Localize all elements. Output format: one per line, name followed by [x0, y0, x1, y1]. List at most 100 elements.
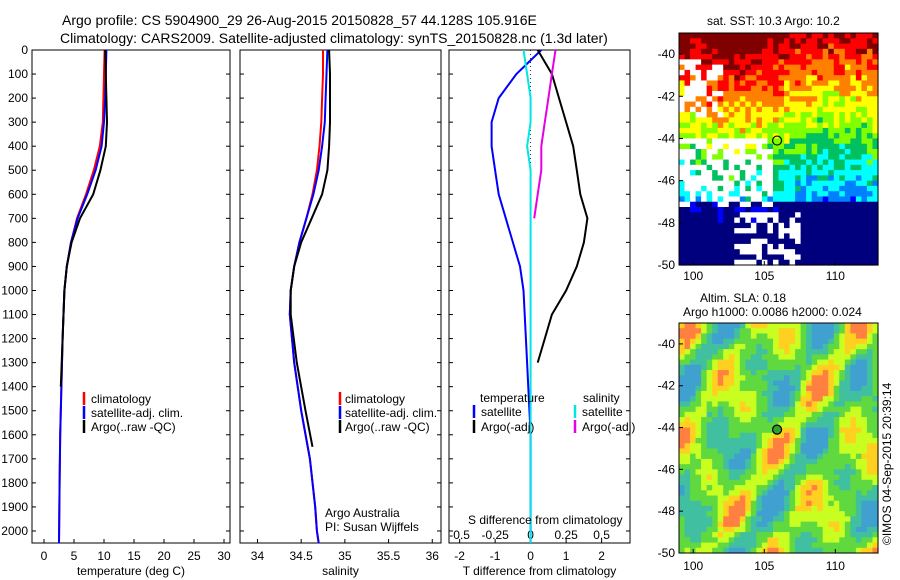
x2-tick-label: 0.5	[593, 528, 610, 542]
map-cell	[739, 479, 746, 486]
map-cell	[784, 537, 791, 544]
map-cell	[855, 54, 863, 60]
map-cell	[712, 69, 719, 76]
map-cell	[822, 500, 829, 507]
map-cell	[761, 212, 769, 219]
map-cell	[789, 537, 796, 544]
map-cell	[789, 390, 796, 397]
map-cell	[828, 385, 835, 392]
map-cell	[750, 422, 757, 429]
map-cell	[750, 511, 757, 518]
map-cell	[855, 438, 863, 444]
map-cell	[750, 75, 757, 82]
map-cell	[795, 222, 802, 229]
map-cell	[767, 43, 774, 50]
map-cell	[861, 80, 868, 87]
map-cell	[822, 69, 829, 76]
map-cell	[756, 443, 763, 450]
map-cell	[695, 537, 702, 544]
map-cell	[750, 364, 757, 371]
map-cell	[861, 175, 868, 182]
map-cell	[767, 238, 774, 245]
map-cell	[800, 238, 807, 245]
map-cell	[822, 443, 829, 450]
map-cell	[811, 432, 818, 439]
map-cell	[767, 438, 774, 444]
map-cell	[778, 495, 785, 502]
map-cell	[833, 443, 840, 450]
map-cell	[872, 396, 879, 403]
map-cell	[734, 370, 741, 376]
map-cell	[706, 547, 713, 554]
map-cell	[872, 138, 879, 145]
map-cell	[855, 170, 863, 176]
map-cell	[684, 432, 691, 439]
map-cell	[690, 500, 697, 507]
map-cell	[800, 91, 807, 97]
map-cell	[728, 490, 735, 497]
map-cell	[833, 222, 840, 229]
map-cell	[756, 505, 763, 512]
map-cell	[800, 106, 807, 113]
map-cell	[695, 228, 702, 234]
map-cell	[701, 526, 708, 533]
map-cell	[795, 122, 802, 129]
map-cell	[679, 338, 686, 345]
map-cell	[679, 101, 686, 108]
map-cell	[861, 64, 868, 71]
map-cell	[717, 526, 724, 533]
map-cell	[806, 526, 813, 533]
map-cell	[679, 259, 686, 266]
map-cell	[756, 411, 763, 418]
map-cell	[828, 127, 835, 134]
map-cell	[756, 85, 763, 92]
map-cell	[833, 359, 840, 366]
map-cell	[822, 80, 829, 87]
map-cell	[734, 154, 741, 161]
map-cell	[806, 175, 813, 182]
map-cell	[789, 243, 796, 250]
map-cell	[761, 380, 769, 387]
map-cell	[872, 495, 879, 502]
map-cell	[784, 406, 791, 413]
map-cell	[855, 143, 863, 150]
map-cell	[855, 180, 863, 187]
map-cell	[745, 85, 752, 92]
map-cell	[723, 48, 730, 55]
map-cell	[784, 375, 791, 382]
x-tick-label: 34	[251, 549, 265, 563]
map-cell	[772, 238, 780, 245]
map-cell	[817, 521, 824, 528]
map-cell	[822, 243, 829, 250]
map-cell	[684, 117, 691, 124]
map-cell	[784, 354, 791, 361]
map-cell	[690, 149, 697, 155]
map-cell	[750, 474, 757, 481]
map-cell	[761, 427, 769, 434]
map-cell	[844, 375, 851, 382]
map-cell	[734, 54, 741, 60]
map-cell	[817, 511, 824, 518]
map-cell	[795, 238, 802, 245]
map-cell	[756, 354, 763, 361]
map-cell	[761, 91, 769, 97]
y-tick-label: -48	[658, 216, 676, 230]
map-cell	[695, 217, 702, 224]
map-cell	[772, 411, 780, 418]
map-cell	[723, 469, 730, 476]
map-cell	[800, 69, 807, 76]
map-cell	[728, 427, 735, 434]
map-cell	[789, 180, 796, 187]
map-cell	[761, 422, 769, 429]
map-cell	[861, 164, 868, 171]
map-cell	[695, 448, 702, 455]
map-cell	[833, 127, 840, 134]
map-cell	[723, 112, 730, 118]
map-cell	[772, 323, 780, 329]
map-cell	[717, 448, 724, 455]
map-cell	[872, 212, 879, 219]
map-cell	[723, 138, 730, 145]
map-cell	[839, 222, 846, 229]
map-cell	[756, 149, 763, 155]
map-cell	[817, 485, 824, 491]
